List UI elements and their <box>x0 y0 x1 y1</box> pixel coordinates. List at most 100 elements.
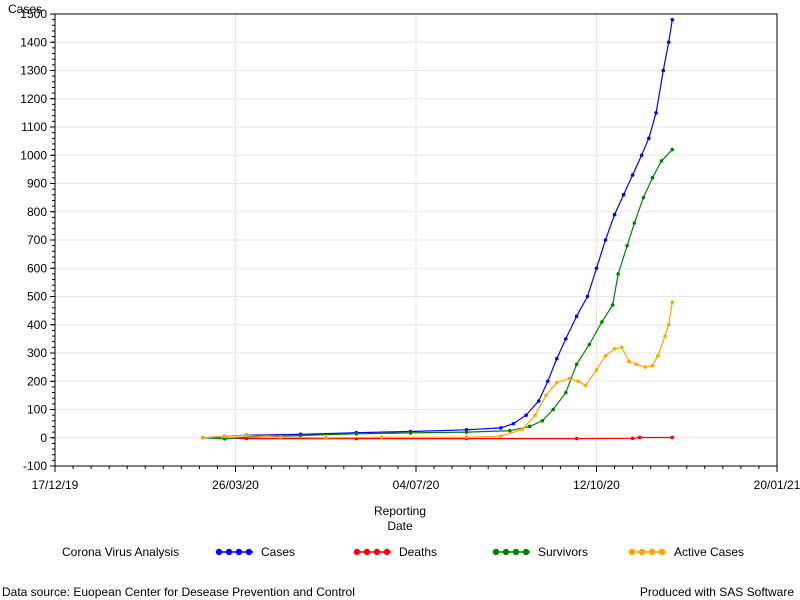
data-point-active-cases <box>656 354 660 358</box>
y-tick-label: 1000 <box>20 148 47 162</box>
legend-swatch-active-cases <box>628 548 666 556</box>
data-point-survivors <box>551 407 555 412</box>
y-tick-label: 1500 <box>20 7 47 21</box>
data-point-survivors <box>600 320 604 324</box>
data-point-active-cases <box>650 363 655 368</box>
legend-item-active-cases: Active Cases <box>628 545 744 559</box>
data-point-survivors <box>464 430 469 434</box>
data-point-active-cases <box>554 380 559 385</box>
legend-label-survivors: Survivors <box>538 545 589 559</box>
y-tick-label: 1400 <box>20 35 47 49</box>
y-tick-label: 300 <box>27 346 47 360</box>
x-tick-label: 17/12/19 <box>32 478 79 492</box>
data-point-active-cases <box>666 322 671 327</box>
y-tick-label: 800 <box>27 205 47 219</box>
data-point-active-cases <box>323 435 328 440</box>
data-point-active-cases <box>603 354 608 358</box>
data-point-cases <box>574 314 579 319</box>
data-point-active-cases <box>627 359 631 364</box>
data-point-cases <box>603 238 608 242</box>
legend-swatch-survivors <box>492 548 530 556</box>
axes-layer: -100 0 100 200 300 400 500 600 700 800 900 1000 1100… <box>20 7 800 492</box>
legend-label-active-cases: Active Cases <box>674 545 745 559</box>
data-point-active-cases <box>244 433 249 438</box>
data-point-cases <box>585 294 590 299</box>
x-tick-label: 26/03/20 <box>212 478 259 492</box>
legend-item-deaths: Deaths <box>353 545 437 559</box>
data-point-cases <box>612 212 617 217</box>
data-point-survivors <box>650 176 655 180</box>
data-point-survivors <box>222 437 227 441</box>
data-point-active-cases <box>544 393 548 398</box>
y-tick-label: 500 <box>27 290 47 304</box>
x-tick-label: 20/01/21 <box>754 478 800 492</box>
legend-label-cases: Cases <box>261 545 296 559</box>
data-point-survivors <box>298 433 303 438</box>
data-point-cases <box>670 17 675 22</box>
y-tick-label: 600 <box>27 261 47 275</box>
footnote-source: Data source: Euopean Center for Desease … <box>2 585 355 599</box>
data-point-active-cases <box>663 334 667 338</box>
data-point-cases <box>661 68 666 73</box>
data-point-survivors <box>670 147 675 152</box>
data-point-active-cases <box>576 379 581 384</box>
y-tick-label: 100 <box>27 403 47 417</box>
y-tick-label: 0 <box>40 431 47 445</box>
x-axis-title-line2: Date <box>387 519 413 533</box>
data-point-deaths <box>630 436 635 441</box>
data-point-cases <box>564 337 568 341</box>
data-point-survivors <box>508 428 512 433</box>
y-tick-label: 400 <box>27 318 47 332</box>
data-point-active-cases <box>594 368 599 372</box>
data-point-survivors <box>625 243 629 248</box>
series-line-survivors <box>202 149 673 440</box>
data-point-cases <box>499 426 503 430</box>
data-point-survivors <box>527 424 532 429</box>
data-point-active-cases <box>464 435 469 439</box>
data-point-cases <box>536 399 541 403</box>
y-tick-label: -100 <box>23 459 47 473</box>
data-point-survivors <box>354 431 359 436</box>
data-point-survivors <box>641 195 646 200</box>
data-point-survivors <box>616 272 620 276</box>
data-point-active-cases <box>634 362 639 367</box>
series-line-cases <box>202 19 673 439</box>
legend-swatch-cases <box>215 548 253 556</box>
series-layer <box>201 17 675 441</box>
data-point-active-cases <box>643 365 648 369</box>
y-tick-label: 900 <box>27 177 47 191</box>
legend-item-survivors: Survivors <box>492 545 588 559</box>
x-tick-label: 12/10/20 <box>573 478 620 492</box>
y-tick-label: 200 <box>27 374 47 388</box>
data-point-active-cases <box>612 346 617 351</box>
x-axis-title-line1: Reporting <box>373 504 427 518</box>
data-point-active-cases <box>567 376 572 381</box>
data-point-active-cases <box>222 434 227 439</box>
data-point-active-cases <box>278 435 283 439</box>
data-point-survivors <box>659 159 664 163</box>
data-point-active-cases <box>583 383 588 388</box>
data-point-cases <box>511 421 516 426</box>
data-point-survivors <box>574 362 579 367</box>
data-point-survivors <box>408 431 413 435</box>
data-point-cases <box>654 111 658 115</box>
data-point-survivors <box>587 342 592 347</box>
y-axis-title: Cases <box>8 2 42 16</box>
legend-item-cases: Cases <box>215 545 295 559</box>
data-point-active-cases <box>201 435 205 440</box>
y-tick-label: 1300 <box>20 64 47 78</box>
y-tick-label: 700 <box>27 233 47 247</box>
legend-label-deaths: Deaths <box>399 545 438 559</box>
data-point-cases <box>630 173 635 177</box>
data-point-survivors <box>632 221 637 225</box>
data-point-survivors <box>564 390 568 395</box>
line-chart: -100 0 100 200 300 400 500 600 700 800 900 1000 1100… <box>8 2 800 492</box>
footnote-credit: Produced with SAS Software <box>639 585 794 599</box>
data-point-cases <box>594 266 599 271</box>
data-point-cases <box>639 153 644 158</box>
y-tick-label: 1200 <box>20 92 47 106</box>
data-point-cases <box>545 379 550 384</box>
data-point-survivors <box>610 303 615 307</box>
legend-swatch-deaths <box>353 548 391 556</box>
data-point-cases <box>621 193 626 197</box>
